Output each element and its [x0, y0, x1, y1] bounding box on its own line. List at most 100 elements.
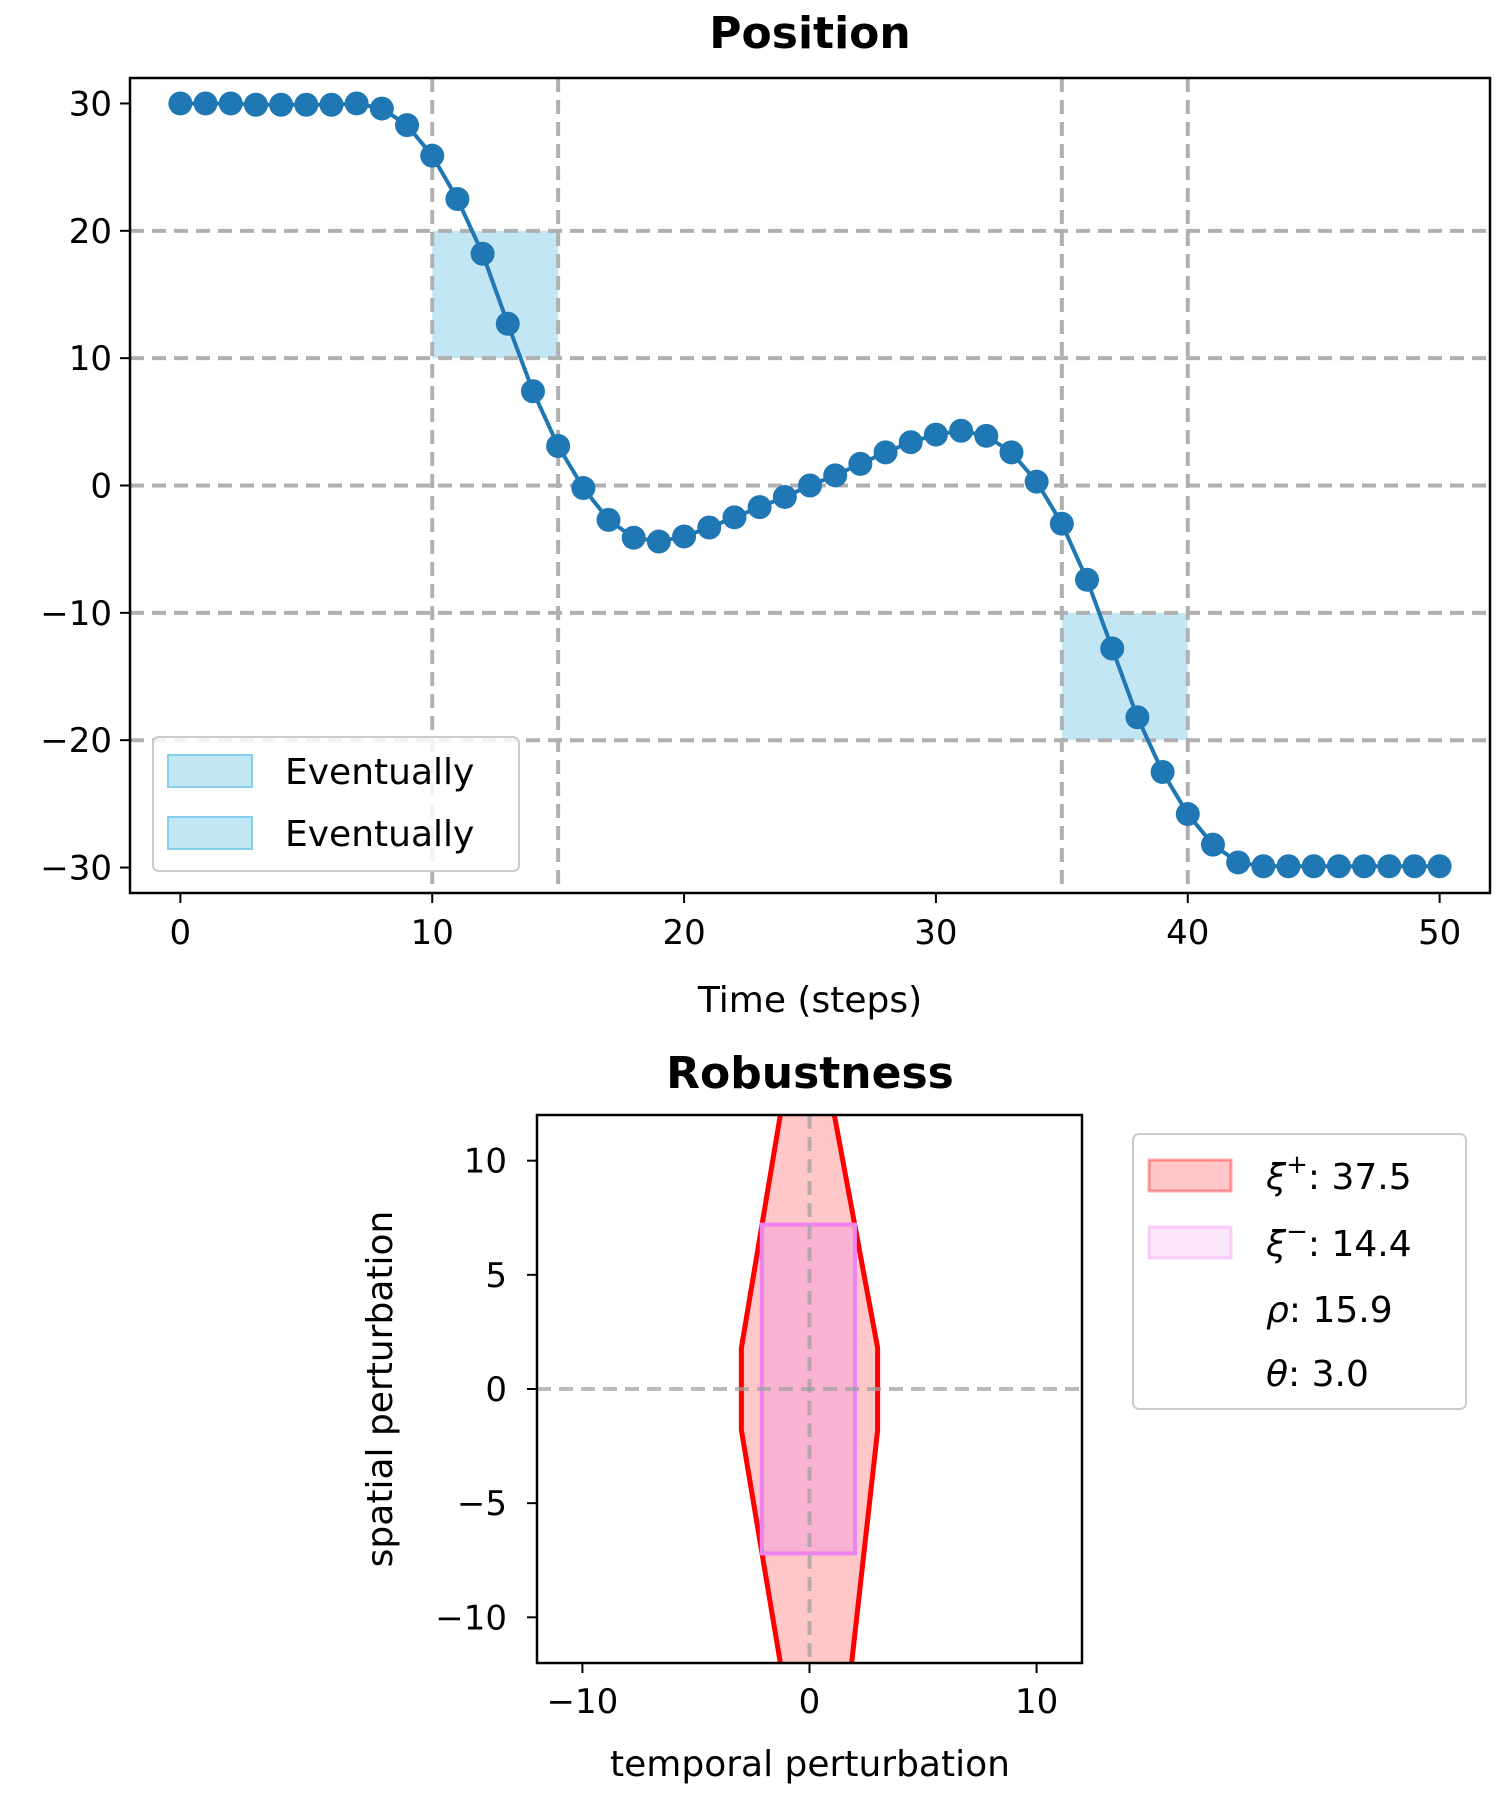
y-tick-label: −20	[40, 721, 112, 761]
legend-label-xi-plus: ξ+: 37.5	[1265, 1150, 1412, 1198]
eventually-region	[1061, 612, 1188, 741]
legend-label-rho: ρ: 15.9	[1266, 1290, 1393, 1331]
x-tick-label: 20	[662, 913, 705, 953]
data-point	[798, 473, 822, 498]
data-point	[596, 507, 621, 532]
data-point	[1175, 802, 1200, 827]
x-ticks: −10 0 10	[547, 1663, 1058, 1722]
legend-swatch	[167, 754, 253, 788]
data-point	[697, 515, 722, 540]
data-point	[218, 91, 243, 116]
data-point	[495, 311, 520, 336]
xi-symbol: ξ	[1265, 1224, 1287, 1265]
minus-superscript: −	[1286, 1217, 1308, 1247]
y-tick-label: 0	[485, 1370, 507, 1410]
data-point	[772, 484, 797, 509]
grid-lines	[537, 1115, 1082, 1663]
data-point	[470, 241, 495, 266]
x-tick-label: 10	[411, 913, 454, 953]
data-point	[1075, 567, 1100, 592]
data-point	[923, 422, 948, 447]
x-tick-label: 0	[799, 1682, 821, 1722]
data-point	[344, 91, 369, 116]
y-tick-label: −5	[457, 1484, 507, 1524]
y-tick-label: 0	[90, 467, 112, 507]
data-point	[1150, 760, 1175, 785]
data-point	[369, 96, 394, 121]
y-tick-label: 30	[69, 84, 112, 124]
x-tick-label: 30	[914, 913, 957, 953]
data-point	[520, 379, 545, 404]
y-axis-label: spatial perturbation	[360, 1211, 401, 1568]
data-point	[1402, 854, 1427, 879]
data-point	[168, 91, 193, 116]
data-point	[1276, 854, 1301, 879]
data-point	[898, 430, 923, 455]
rho-value: 15.9	[1312, 1290, 1392, 1331]
data-point	[1326, 854, 1351, 879]
y-tick-label: −10	[40, 594, 112, 634]
legend-swatch	[1147, 1225, 1233, 1260]
data-point	[571, 476, 596, 501]
x-axis-label: Time (steps)	[697, 980, 922, 1021]
data-point	[1024, 469, 1049, 494]
x-ticks: 0 10 20 30 40 50	[170, 893, 1461, 953]
data-point	[974, 423, 999, 448]
y-ticks: 30 20 10 0 −10 −20 −30	[40, 84, 130, 889]
y-tick-label: −30	[40, 849, 112, 889]
data-point	[1251, 854, 1276, 879]
x-tick-label: 40	[1166, 913, 1209, 953]
y-tick-label: 5	[485, 1256, 507, 1296]
legend-swatch	[1147, 1158, 1233, 1193]
data-point	[999, 440, 1024, 465]
data-point	[1100, 636, 1125, 661]
data-point	[1301, 854, 1326, 879]
x-tick-label: −10	[547, 1682, 619, 1722]
legend-label-xi-minus: ξ−: 14.4	[1265, 1217, 1412, 1265]
legend-swatch	[167, 816, 253, 850]
data-point	[294, 92, 319, 117]
data-point	[395, 113, 420, 138]
data-point	[672, 524, 697, 549]
rho-symbol: ρ	[1266, 1290, 1289, 1331]
y-tick-label: −10	[435, 1598, 507, 1638]
theta-symbol: θ	[1266, 1354, 1288, 1395]
data-point	[873, 440, 898, 465]
data-point	[722, 505, 747, 530]
data-point	[1200, 832, 1225, 857]
legend-label: Eventually	[285, 814, 474, 855]
y-ticks: 10 5 0 −5 −10	[435, 1142, 537, 1638]
chart-title: Robustness	[666, 1048, 954, 1099]
position-chart: Position 0 10 20 30 40 50 30 20 10 0 −10 −20 −30 Ti…	[40, 8, 1492, 1021]
data-point	[747, 495, 772, 520]
x-axis-label: temporal perturbation	[610, 1744, 1010, 1785]
colon: :	[1288, 1354, 1312, 1395]
data-point	[193, 91, 218, 116]
data-point	[1125, 705, 1150, 730]
legend-label: Eventually	[285, 752, 474, 793]
data-point	[646, 529, 671, 554]
y-tick-label: 20	[69, 212, 112, 252]
y-tick-label: 10	[464, 1142, 507, 1182]
x-tick-label: 0	[170, 913, 192, 953]
data-point	[1352, 854, 1377, 879]
data-point	[949, 418, 974, 443]
data-point	[445, 186, 470, 211]
y-tick-label: 10	[69, 339, 112, 379]
data-point	[621, 525, 646, 550]
legend-label-theta: θ: 3.0	[1266, 1354, 1369, 1395]
data-point	[1427, 854, 1452, 879]
data-point	[1049, 511, 1074, 536]
colon: :	[1289, 1290, 1313, 1331]
plus-superscript: +	[1286, 1150, 1308, 1180]
data-point	[823, 463, 848, 488]
theta-value: 3.0	[1312, 1354, 1369, 1395]
data-point	[848, 451, 873, 476]
robustness-legend: ξ+: 37.5 ξ−: 14.4 ρ: 15.9 θ: 3.0	[1132, 1133, 1467, 1410]
data-point	[243, 92, 268, 117]
data-point	[1226, 850, 1251, 875]
data-point	[1377, 854, 1402, 879]
position-series	[168, 91, 1452, 879]
data-point	[420, 143, 445, 168]
